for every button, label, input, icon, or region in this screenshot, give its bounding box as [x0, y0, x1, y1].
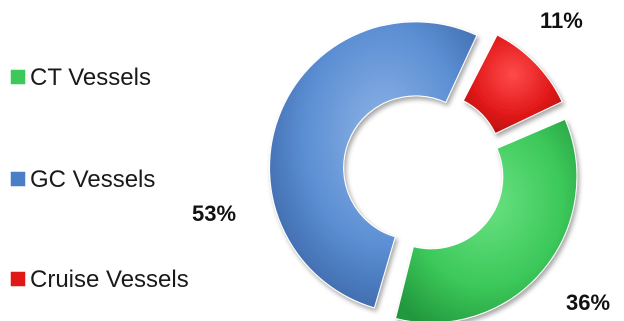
legend-item-cruise-vessels: Cruise Vessels — [9, 266, 189, 293]
data-label-gc-vessels: 53% — [192, 201, 236, 226]
legend-item-ct-vessels: CT Vessels — [9, 64, 151, 91]
legend-item-gc-vessels: GC Vessels — [9, 166, 155, 193]
legend-label-gc-vessels: GC Vessels — [30, 166, 155, 193]
slice-ct-vessels — [394, 118, 578, 321]
data-label-cruise-vessels: 11% — [540, 8, 583, 33]
slice-gc-vessels — [269, 21, 478, 309]
data-label-ct-vessels: 36% — [566, 290, 610, 315]
slice-cruise-vessels — [462, 34, 563, 135]
legend: CT Vessels GC Vessels Cruise Vessels — [9, 64, 189, 293]
legend-label-ct-vessels: CT Vessels — [30, 64, 151, 91]
legend-swatch-gc-vessels — [9, 170, 27, 188]
legend-label-cruise-vessels: Cruise Vessels — [30, 266, 189, 293]
legend-swatch-ct-vessels — [9, 68, 27, 86]
legend-swatch-cruise-vessels — [9, 270, 27, 288]
donut-slices — [269, 21, 578, 321]
